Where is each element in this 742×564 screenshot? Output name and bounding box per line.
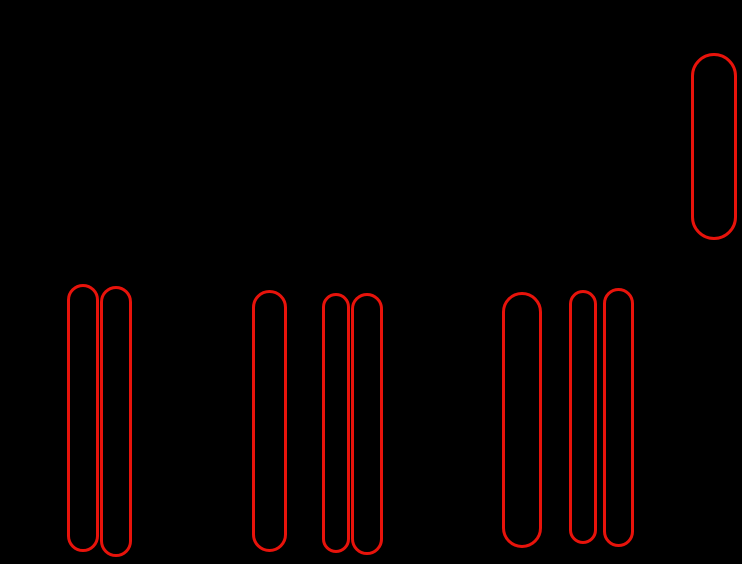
capsule-top-right [691,53,737,240]
capsule-group1-left [67,284,99,552]
capsule-group2-single [252,290,287,552]
capsule-group3-single [502,292,542,548]
capsule-group3-pair-left [569,290,597,544]
capsule-group2-pair-left [322,293,350,553]
capsule-group1-right [100,286,132,557]
capsule-group3-pair-right [603,288,634,547]
capsule-group2-pair-right [351,293,383,555]
